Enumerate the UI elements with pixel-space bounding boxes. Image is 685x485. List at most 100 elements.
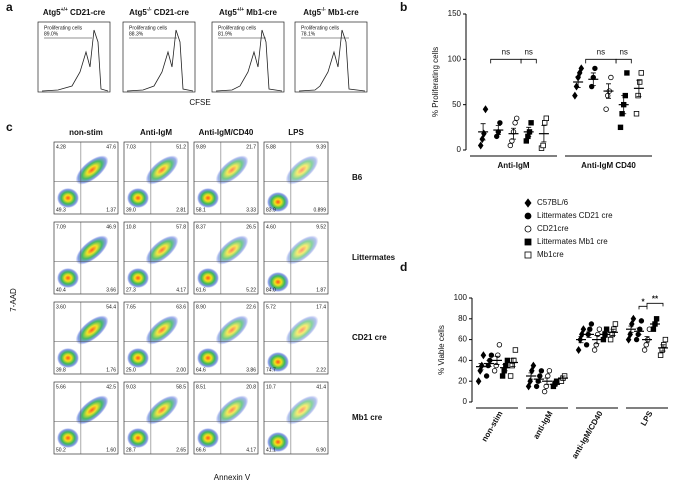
quadrant-value: 5.22 xyxy=(246,287,256,293)
quadrant-value: 2.00 xyxy=(176,367,186,373)
histogram-title: Atg5-/- CD21-cre xyxy=(129,7,189,17)
dot xyxy=(497,120,503,126)
quadrant-value: 74.7 xyxy=(266,367,276,373)
cell-cloud xyxy=(285,395,319,425)
dot xyxy=(512,347,519,353)
quadrant-value: 5.88 xyxy=(266,144,276,150)
dot xyxy=(653,316,660,322)
cell-cloud xyxy=(75,395,109,425)
gene: Atg5 xyxy=(129,8,147,17)
legend-label: CD21cre xyxy=(537,224,569,233)
dot xyxy=(603,326,610,332)
quadrant-value: 17.4 xyxy=(316,304,326,310)
histogram-title: Atg5+/+ Mb1-cre xyxy=(219,7,277,17)
dot xyxy=(638,318,645,324)
quadrant-value: 5.72 xyxy=(266,304,276,310)
dot xyxy=(496,342,503,348)
annotation: ** xyxy=(652,294,659,303)
dot xyxy=(494,133,500,140)
dot xyxy=(596,326,603,332)
cell-cloud xyxy=(145,395,179,425)
dot xyxy=(523,138,529,144)
quadrant-value: 2.22 xyxy=(316,367,326,373)
quadrant-value: 58.5 xyxy=(176,384,186,390)
dot xyxy=(504,357,511,364)
dot xyxy=(583,342,590,348)
quadrant-value: 4.60 xyxy=(266,224,276,230)
dot xyxy=(592,65,598,72)
quadrant-value: 9.03 xyxy=(126,384,136,390)
cell-cloud xyxy=(215,395,249,425)
cell-cloud xyxy=(57,268,79,288)
quadrant-value: 8.51 xyxy=(196,384,206,390)
error-bar xyxy=(660,344,666,352)
histogram-curve xyxy=(215,29,283,92)
panel-label: b xyxy=(400,0,407,14)
dot xyxy=(593,342,599,348)
quadrant-value: 3.66 xyxy=(106,287,116,293)
panel-label: d xyxy=(400,260,407,274)
dot xyxy=(572,91,578,100)
dot xyxy=(540,142,546,149)
annotation: ns xyxy=(502,47,510,56)
cre: CD21-cre xyxy=(68,8,106,17)
dot xyxy=(612,321,619,327)
quadrant-value: 0.899 xyxy=(313,207,326,213)
annotation: * xyxy=(641,297,645,306)
quadrant-value: 54.4 xyxy=(106,304,116,310)
cell-cloud xyxy=(215,315,249,345)
x-label: CFSE xyxy=(189,98,210,107)
dot xyxy=(525,382,532,391)
cell-cloud xyxy=(197,188,219,208)
dot xyxy=(533,383,540,390)
percent: 81.9% xyxy=(218,31,233,37)
caption: Proliferating cells xyxy=(44,25,83,31)
error-bar xyxy=(502,364,508,372)
cell-cloud xyxy=(215,155,249,185)
bracket xyxy=(490,58,522,64)
quadrant-value: 7.03 xyxy=(126,144,136,150)
cell-cloud xyxy=(75,315,109,345)
dot xyxy=(579,330,585,339)
cell-cloud xyxy=(75,155,109,185)
row-label: Littermates xyxy=(352,253,396,262)
quadrant-value: 9.89 xyxy=(196,144,206,150)
dot xyxy=(633,111,640,117)
quadrant-value: 10.7 xyxy=(266,384,276,390)
cell-cloud xyxy=(267,192,289,212)
dot xyxy=(607,336,614,343)
dot xyxy=(650,326,657,332)
x-tick-label: anti-IgM/CD40 xyxy=(570,409,605,460)
genotype: -/- xyxy=(147,7,152,13)
dot xyxy=(595,331,601,338)
error-bar xyxy=(511,127,516,140)
cell-cloud xyxy=(127,428,149,448)
quadrant-value: 61.6 xyxy=(196,287,206,293)
quadrant-value: 5.66 xyxy=(56,384,66,390)
row-label: CD21 cre xyxy=(352,333,387,342)
y-tick-label: 20 xyxy=(458,376,467,385)
dot xyxy=(479,135,486,144)
y-tick-label: 150 xyxy=(448,9,462,18)
cell-cloud xyxy=(57,428,79,448)
quadrant-value: 1.60 xyxy=(106,447,116,453)
dot xyxy=(507,142,513,149)
quadrant-value: 39.0 xyxy=(126,207,136,213)
annotation: ns xyxy=(619,47,627,56)
error-bar xyxy=(636,327,642,335)
quadrant-value: 9.39 xyxy=(316,144,326,150)
error-bar xyxy=(494,355,500,365)
quadrant-value: 7.09 xyxy=(56,224,66,230)
quadrant-value: 50.2 xyxy=(56,447,66,453)
quadrant-value: 26.5 xyxy=(246,224,256,230)
cre: CD21-cre xyxy=(152,8,190,17)
quadrant-value: 2.65 xyxy=(176,447,186,453)
percent: 89.0% xyxy=(44,31,59,37)
dot xyxy=(588,321,595,327)
cell-cloud xyxy=(267,432,289,452)
quadrant-value: 40.4 xyxy=(56,287,66,293)
panel-label: c xyxy=(6,120,13,134)
y-label: % Viable cells xyxy=(437,325,446,375)
dot xyxy=(600,336,607,343)
